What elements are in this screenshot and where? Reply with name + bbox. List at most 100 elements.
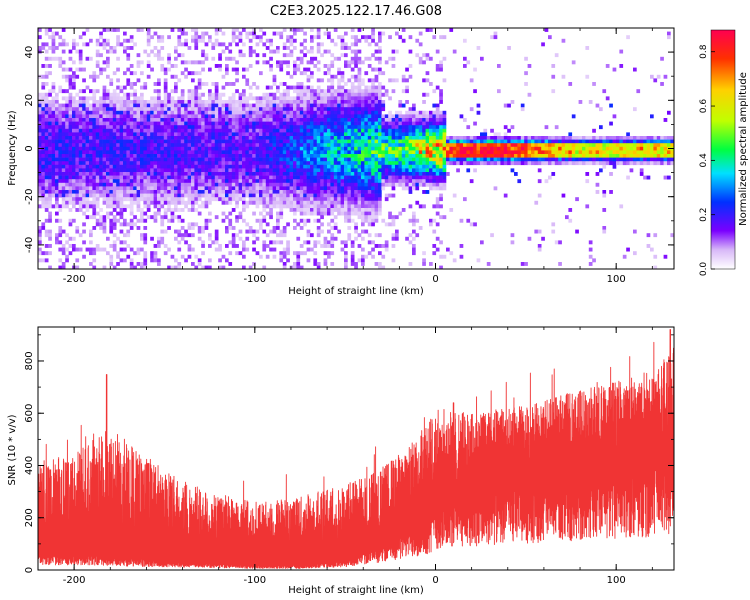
heatmap-cell (296, 161, 301, 166)
heatmap-cell (313, 197, 318, 202)
heatmap-cell (378, 168, 382, 173)
heatmap-cell (296, 89, 301, 94)
heatmap-cell (279, 121, 284, 126)
heatmap-cell (337, 78, 341, 83)
heatmap-cell (279, 204, 284, 209)
heatmap-cell (167, 182, 171, 187)
heatmap-cell (408, 121, 413, 126)
heatmap-cell (146, 60, 151, 65)
heatmap-cell (99, 128, 103, 133)
heatmap-cell (367, 118, 372, 122)
heatmap-cell (286, 204, 290, 209)
heatmap-cell (439, 132, 443, 137)
heatmap-cell (435, 175, 440, 180)
heatmap-cell (354, 125, 358, 130)
heatmap-cell (313, 92, 318, 97)
heatmap-cell (150, 175, 154, 180)
heatmap-cell (72, 236, 76, 241)
heatmap-cell (89, 179, 93, 184)
heatmap-cell (282, 146, 287, 151)
heatmap-cell (177, 168, 182, 173)
heatmap-cell (415, 53, 420, 58)
heatmap-cell (313, 128, 318, 133)
heatmap-cell (279, 164, 284, 169)
heatmap-cell (95, 143, 100, 148)
heatmap-cell (313, 244, 318, 248)
heatmap-cell (347, 226, 352, 230)
heatmap-cell (269, 179, 273, 184)
heatmap-cell (361, 125, 365, 130)
heatmap-cell (109, 121, 114, 126)
heatmap-cell (306, 132, 311, 137)
heatmap-cell (299, 190, 304, 194)
heatmap-cell (38, 179, 42, 184)
heatmap-cell (55, 179, 59, 184)
heatmap-cell (160, 38, 165, 43)
heatmap-cell (221, 49, 226, 54)
heatmap-cell (381, 161, 386, 166)
heatmap-cell (364, 186, 369, 191)
heatmap-cell (133, 251, 137, 256)
heatmap-cell (191, 100, 195, 104)
heatmap-cell (310, 74, 314, 79)
heatmap-cell (119, 139, 124, 144)
heatmap-cell (58, 85, 63, 90)
heatmap-cell (398, 182, 403, 187)
heatmap-cell (136, 186, 141, 191)
heatmap-cell (116, 92, 120, 97)
heatmap-cell (344, 46, 348, 50)
heatmap-cell (398, 161, 403, 166)
heatmap-cell (248, 146, 253, 151)
heatmap-cell (157, 100, 161, 104)
heatmap-cell (167, 100, 171, 104)
heatmap-cell (133, 114, 137, 119)
heatmap-cell (374, 197, 379, 202)
heatmap-cell (55, 211, 59, 216)
heatmap-cell (282, 154, 287, 158)
heatmap-cell (68, 164, 73, 169)
heatmap-cell (276, 154, 280, 158)
heatmap-cell (65, 154, 69, 158)
heatmap-cell (303, 89, 307, 94)
heatmap-cell (320, 208, 324, 212)
heatmap-cell (214, 136, 219, 140)
heatmap-cell (279, 168, 284, 173)
heatmap-cell (354, 132, 358, 137)
heatmap-cell (204, 107, 209, 112)
heatmap-cell (119, 96, 124, 101)
heatmap-cell (272, 193, 277, 198)
heatmap-cell (327, 78, 331, 83)
heatmap-cell (41, 128, 46, 133)
heatmap-cell (150, 146, 154, 151)
heatmap-cell (228, 103, 233, 108)
heatmap-cell (303, 179, 307, 184)
heatmap-cell (109, 100, 114, 104)
heatmap-cell (143, 211, 148, 216)
heatmap-cell (381, 157, 386, 162)
heatmap-cell (439, 125, 443, 130)
heatmap-cell (306, 121, 311, 126)
heatmap-cell (374, 193, 379, 198)
heatmap-cell (422, 179, 426, 184)
heatmap-cell (78, 89, 83, 94)
heatmap-cell (330, 262, 335, 266)
heatmap-cell (218, 28, 222, 32)
heatmap-cell (221, 125, 226, 130)
heatmap-cell (245, 100, 250, 104)
heatmap-cell (136, 146, 141, 151)
heatmap-cell (218, 107, 222, 112)
heatmap-cell (364, 146, 369, 151)
heatmap-cell (401, 114, 406, 119)
heatmap-cell (194, 164, 199, 169)
heatmap-cell (265, 121, 270, 126)
heatmap-cell (211, 157, 216, 162)
heatmap-cell (225, 179, 229, 184)
heatmap-cell (384, 89, 389, 94)
heatmap-cell (269, 67, 273, 72)
heatmap-cell (286, 71, 290, 76)
heatmap-cell (48, 110, 52, 115)
heatmap-cell (259, 118, 263, 122)
heatmap-cell (38, 121, 42, 126)
heatmap-cell (153, 114, 158, 119)
heatmap-cell (313, 56, 318, 61)
